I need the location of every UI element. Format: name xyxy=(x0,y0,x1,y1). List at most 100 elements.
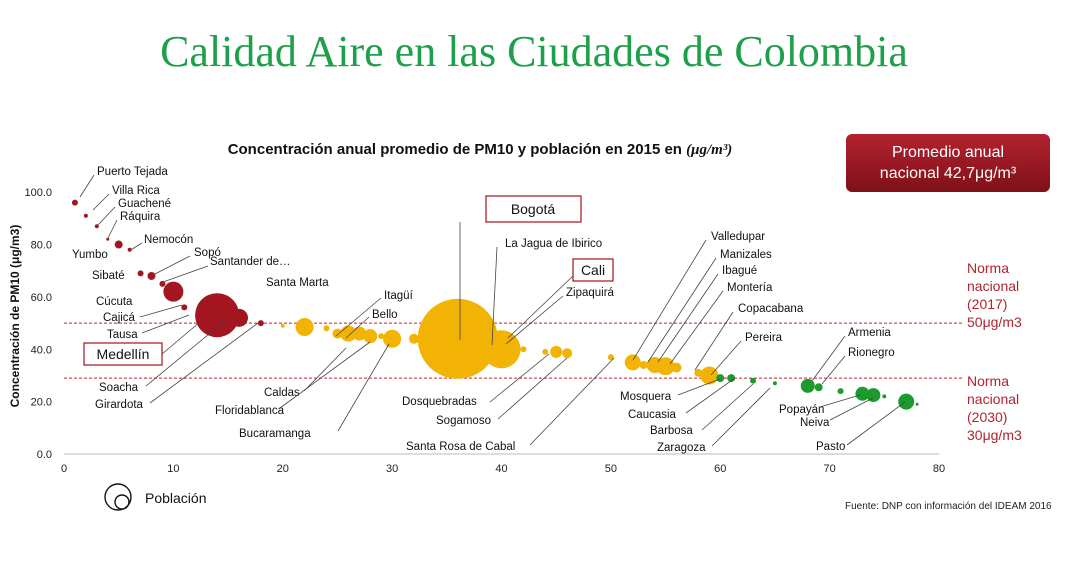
bubble-unlabeled xyxy=(772,381,777,386)
bubble-barbosa xyxy=(727,374,736,383)
label-c-cuta: Cúcuta xyxy=(96,296,133,308)
label-sibat: Sibaté xyxy=(92,270,125,282)
leader-line xyxy=(701,383,754,431)
label-valledupar: Valledupar xyxy=(711,231,765,243)
label-santa-rosa-de-cabal: Santa Rosa de Cabal xyxy=(406,441,515,453)
bubble-copacabana xyxy=(694,368,703,377)
bubble-cali xyxy=(482,330,521,369)
label-zaragoza: Zaragoza xyxy=(657,442,706,454)
y-tick-label: 40.0 xyxy=(31,344,52,356)
label-box-cali xyxy=(572,258,614,282)
chart-title-text: Concentración anual promedio de PM10 y p… xyxy=(227,141,687,158)
bubble-valledupar xyxy=(624,354,641,371)
reference-line-label: Norma xyxy=(967,260,1009,276)
bubble-neiva xyxy=(866,388,881,403)
label-dosquebradas: Dosquebradas xyxy=(402,396,477,408)
leader-line xyxy=(677,378,721,396)
x-tick-label: 10 xyxy=(167,463,179,475)
label-santa-marta: Santa Marta xyxy=(266,277,329,289)
label-puerto-tejada: Puerto Tejada xyxy=(97,166,168,178)
leader-line xyxy=(657,273,719,363)
bubble-medell-n xyxy=(195,293,240,338)
x-tick-label: 80 xyxy=(933,463,945,475)
bubble-sibat xyxy=(137,270,144,277)
label-itag: Itagüí xyxy=(384,290,414,302)
label-sop: Sopó xyxy=(194,247,221,259)
legend-label: Población xyxy=(145,490,207,506)
leader-line xyxy=(141,314,190,334)
bubble-la-jagua-de-ibirico xyxy=(487,341,494,348)
label-pereira: Pereira xyxy=(745,332,783,344)
label-cajic: Cajicá xyxy=(103,312,136,324)
bubble-unlabeled xyxy=(562,348,573,359)
label-armenia: Armenia xyxy=(848,327,891,339)
reference-line-label: nacional xyxy=(967,391,1019,407)
reference-line-label: Norma xyxy=(967,373,1009,389)
leader-line xyxy=(819,394,861,408)
bubble-soacha xyxy=(230,308,248,327)
bubble-girardota xyxy=(257,320,264,327)
leader-line xyxy=(161,321,201,355)
bubble-villa-rica xyxy=(83,213,88,218)
label-bello: Bello xyxy=(372,309,398,321)
bubble-floridablanca xyxy=(363,329,378,344)
label-sogamoso: Sogamoso xyxy=(436,415,491,427)
bubble-santander-de xyxy=(159,280,166,287)
bubble-bucaramanga xyxy=(383,329,402,348)
leader-line xyxy=(669,290,724,365)
bubble-r-quira xyxy=(106,237,110,241)
y-tick-label: 80.0 xyxy=(31,240,52,252)
bubble-c-cuta xyxy=(163,281,184,302)
bubble-zaragoza xyxy=(750,377,757,384)
chart-title-unit: (μg/m³) xyxy=(686,142,733,158)
leader-line xyxy=(79,174,95,198)
bubble-unlabeled xyxy=(915,402,919,406)
label-mosquera: Mosquera xyxy=(620,391,672,403)
leader-line xyxy=(647,257,717,363)
y-tick-label: 60.0 xyxy=(31,292,52,304)
bubble-armenia xyxy=(800,378,815,393)
y-tick-label: 0.0 xyxy=(37,449,52,461)
label-bogot-: Bogotá xyxy=(511,201,556,217)
bubble-unlabeled xyxy=(323,325,330,332)
bubble-bello xyxy=(352,326,367,341)
label-r-quira: Ráquira xyxy=(120,211,161,223)
leader-line xyxy=(97,206,116,226)
reference-line-label: 30μg/m3 xyxy=(967,427,1022,443)
label-zipaquir: Zipaquirá xyxy=(566,287,615,299)
bubble-zipaquir xyxy=(520,346,527,353)
x-tick-label: 40 xyxy=(495,463,507,475)
bubble-nemoc-n xyxy=(127,247,132,252)
bubble-caucasia xyxy=(716,374,725,383)
bubble-unlabeled xyxy=(837,388,844,395)
label-santander-de: Santander de… xyxy=(210,256,291,268)
label-manizales: Manizales xyxy=(720,249,772,261)
leader-line xyxy=(497,357,568,420)
leader-line xyxy=(92,193,110,211)
x-tick-label: 70 xyxy=(824,463,836,475)
leader-line xyxy=(711,387,771,447)
leader-line xyxy=(491,246,498,346)
y-tick-label: 100.0 xyxy=(24,187,52,199)
legend-inner-circle-icon xyxy=(114,494,130,510)
bubble-itag xyxy=(332,328,343,339)
legend-outer-circle-icon xyxy=(104,483,132,511)
label-caldas: Caldas xyxy=(264,387,300,399)
bubble-unlabeled xyxy=(432,338,439,345)
label-box-medell-n xyxy=(83,342,163,366)
national-average-line-1: Promedio anual xyxy=(891,144,1005,161)
y-tick-label: 20.0 xyxy=(31,397,52,409)
leader-line xyxy=(489,353,550,403)
label-yumbo: Yumbo xyxy=(72,249,108,261)
leader-line xyxy=(279,341,371,409)
source-note: Fuente: DNP con información del IDEAM 20… xyxy=(845,501,1052,512)
leader-line xyxy=(128,242,143,252)
reference-line-label: 50μg/m3 xyxy=(967,314,1022,330)
national-average-box: Promedio anual nacional 42,7μg/m³ xyxy=(846,134,1050,192)
bubble-tausa xyxy=(204,313,209,318)
bubble-unlabeled xyxy=(882,394,887,399)
bubble-unlabeled xyxy=(280,323,285,328)
bubble-unlabeled xyxy=(378,333,385,340)
leader-line xyxy=(529,357,615,446)
label-la-jagua-de-ibirico: La Jagua de Ibirico xyxy=(505,238,602,250)
